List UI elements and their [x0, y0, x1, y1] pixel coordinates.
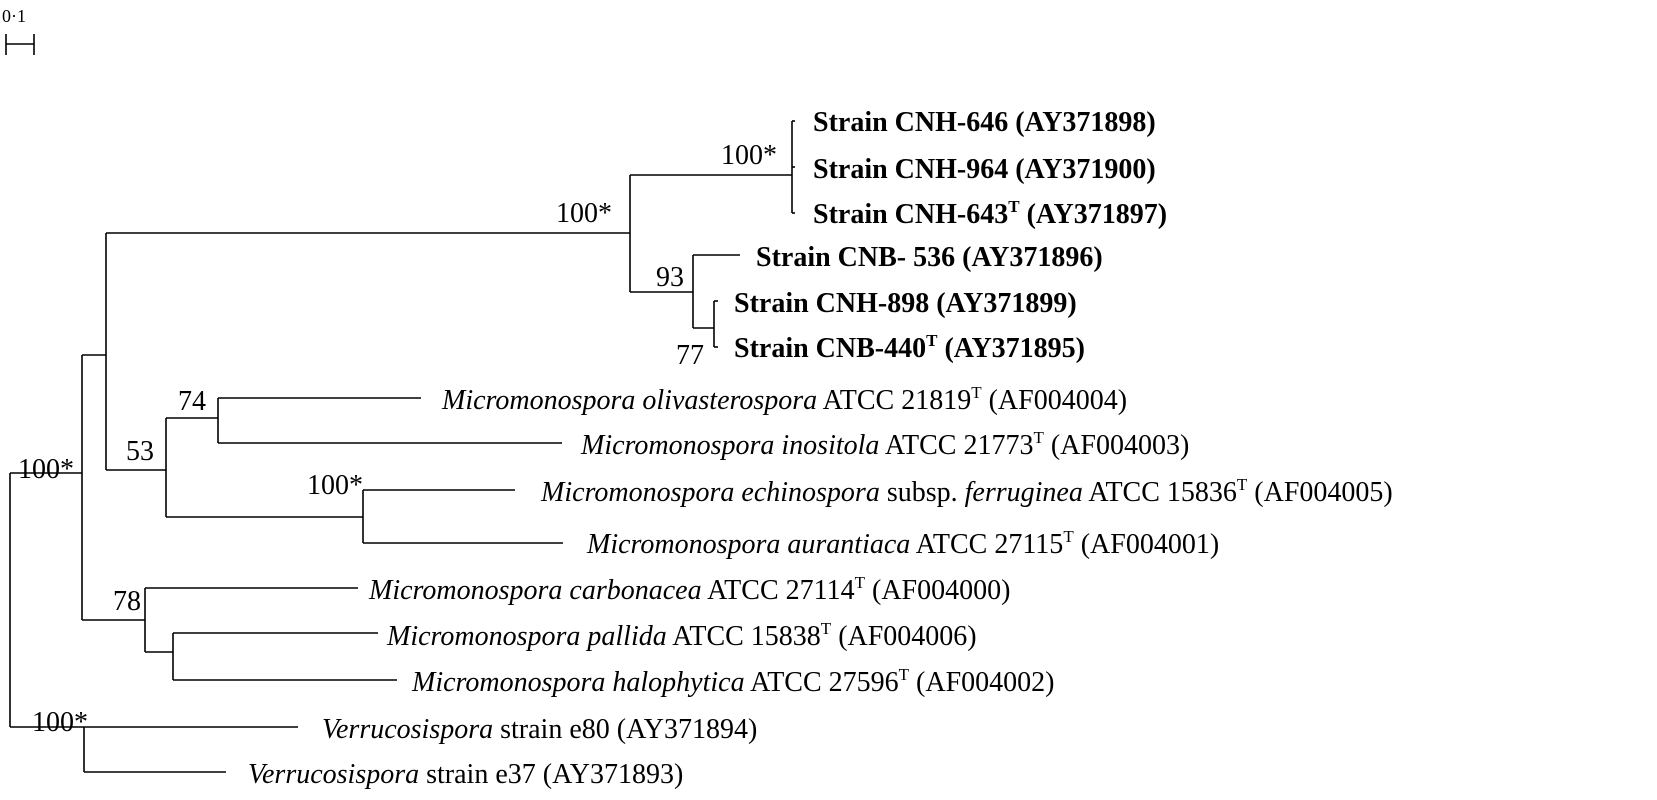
bootstrap-label: 100*: [18, 454, 74, 485]
taxon-label-inositola: Micromonospora inositola ATCC 21773T (AF…: [580, 428, 1189, 461]
taxon-label-e37: Verrucosispora strain e37 (AY371893): [248, 759, 683, 790]
scale-bar-label: 0·1: [2, 6, 26, 26]
bootstrap-label: 74: [178, 386, 206, 417]
taxon-label-cnh964: Strain CNH-964 (AY371900): [813, 154, 1156, 185]
taxon-label-pallida: Micromonospora pallida ATCC 15838T (AF00…: [386, 619, 977, 652]
taxon-label-olivasterospora: Micromonospora olivasterospora ATCC 2181…: [441, 383, 1127, 416]
taxon-label-e80: Verrucosispora strain e80 (AY371894): [322, 714, 757, 745]
bootstrap-label: 100*: [32, 707, 88, 738]
taxon-label-cnh646: Strain CNH-646 (AY371898): [813, 107, 1156, 138]
tree-branches: [9, 120, 795, 773]
taxon-labels: Strain CNH-646 (AY371898) Strain CNH-964…: [248, 107, 1393, 790]
bootstrap-label: 100*: [721, 140, 777, 171]
taxon-label-aurantiaca: Micromonospora aurantiaca ATCC 27115T (A…: [586, 527, 1219, 560]
bootstrap-values: 100* 100* 93 77 74 53 100* 78 100* 100*: [18, 140, 777, 738]
taxon-label-cnb536: Strain CNB- 536 (AY371896): [756, 242, 1103, 273]
bootstrap-label: 77: [676, 340, 704, 371]
bootstrap-label: 93: [656, 262, 684, 293]
bootstrap-label: 53: [126, 436, 154, 467]
taxon-label-echinospora: Micromonospora echinospora subsp. ferrug…: [540, 475, 1393, 508]
taxon-label-cnh898: Strain CNH-898 (AY371899): [734, 288, 1077, 319]
taxon-label-cnh643: Strain CNH-643T (AY371897): [813, 197, 1167, 230]
taxon-label-cnb440: Strain CNB-440T (AY371895): [734, 331, 1085, 364]
scale-bar: 0·1: [2, 6, 35, 55]
taxon-label-halophytica: Micromonospora halophytica ATCC 27596T (…: [411, 665, 1055, 698]
taxon-label-carbonacea: Micromonospora carbonacea ATCC 27114T (A…: [368, 573, 1010, 606]
bootstrap-label: 100*: [307, 470, 363, 501]
bootstrap-label: 78: [113, 586, 141, 617]
bootstrap-label: 100*: [556, 198, 612, 229]
